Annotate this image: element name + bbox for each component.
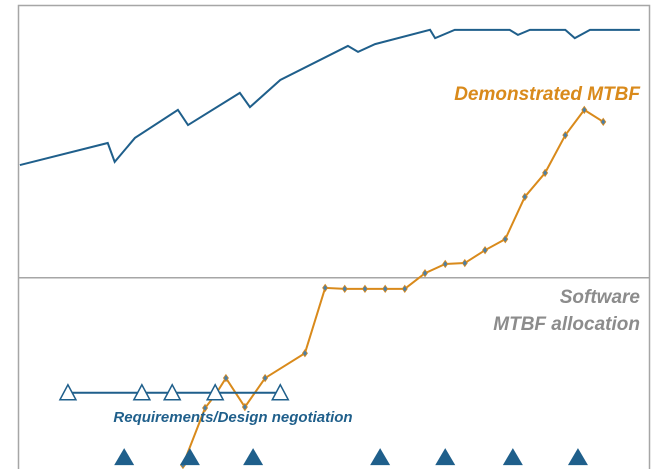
triangle bbox=[243, 448, 264, 466]
point bbox=[581, 105, 588, 115]
point bbox=[442, 259, 449, 269]
point bbox=[202, 403, 209, 413]
point bbox=[322, 283, 329, 293]
series-label: Requirements/Design negotiation bbox=[113, 409, 352, 426]
frame bbox=[17, 4, 651, 469]
point bbox=[222, 373, 229, 383]
reference-label: Software bbox=[560, 287, 641, 308]
point bbox=[382, 284, 389, 294]
triangle bbox=[502, 448, 523, 466]
triangle bbox=[567, 448, 588, 466]
point bbox=[422, 268, 428, 278]
point bbox=[341, 284, 348, 294]
point bbox=[361, 284, 368, 294]
open-triangle bbox=[205, 383, 225, 401]
point bbox=[482, 245, 489, 255]
point bbox=[600, 117, 607, 127]
point bbox=[502, 234, 509, 244]
triangle bbox=[435, 448, 456, 466]
point bbox=[461, 258, 468, 268]
open-triangle bbox=[162, 383, 182, 401]
point bbox=[241, 402, 248, 412]
point bbox=[401, 284, 408, 294]
point bbox=[542, 168, 549, 178]
triangle bbox=[114, 448, 135, 466]
point bbox=[521, 192, 528, 202]
open-triangle bbox=[132, 383, 152, 401]
point bbox=[262, 373, 269, 383]
point bbox=[301, 349, 308, 358]
point bbox=[562, 130, 569, 140]
open-triangle bbox=[271, 383, 290, 401]
reference-label: MTBF allocation bbox=[493, 314, 640, 335]
open-triangle bbox=[58, 383, 78, 401]
triangle bbox=[370, 448, 391, 466]
series-line bbox=[19, 28, 640, 167]
triangle bbox=[179, 448, 200, 466]
series-label: Demonstrated MTBF bbox=[454, 84, 641, 105]
